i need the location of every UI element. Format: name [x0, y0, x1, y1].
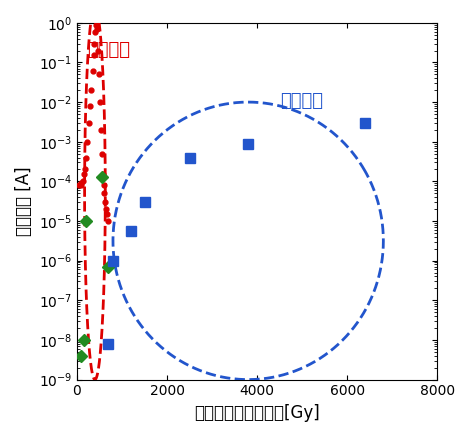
X-axis label: 積算放射線ドーズ　[Gy]: 積算放射線ドーズ [Gy] [194, 404, 320, 422]
Text: 照明オン: 照明オン [87, 42, 130, 59]
Text: 照明オフ: 照明オフ [280, 92, 323, 110]
Y-axis label: 漏れ電流 [A]: 漏れ電流 [A] [15, 166, 33, 236]
